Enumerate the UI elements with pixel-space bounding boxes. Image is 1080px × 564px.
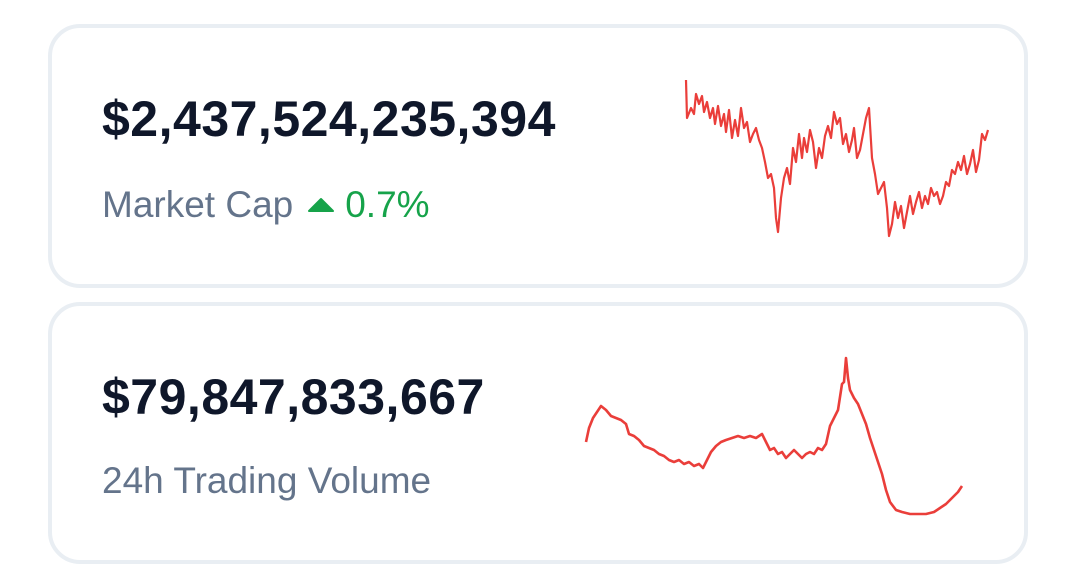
trading-volume-sparkline — [584, 356, 964, 516]
market-cap-change: 0.7% — [307, 184, 430, 226]
market-cap-value: $2,437,524,235,394 — [102, 91, 556, 147]
market-cap-card[interactable]: $2,437,524,235,394 Market Cap 0.7% — [48, 24, 1028, 288]
up-arrow-icon — [308, 198, 335, 212]
trading-volume-value: $79,847,833,667 — [102, 369, 485, 425]
market-cap-label: Market Cap — [102, 184, 294, 225]
trading-volume-card[interactable]: $79,847,833,667 24h Trading Volume — [48, 302, 1028, 564]
market-cap-sparkline — [684, 79, 990, 238]
market-cap-label-row: Market Cap 0.7% — [102, 184, 430, 226]
trading-volume-label: 24h Trading Volume — [102, 460, 432, 501]
market-cap-change-value: 0.7% — [345, 184, 430, 225]
